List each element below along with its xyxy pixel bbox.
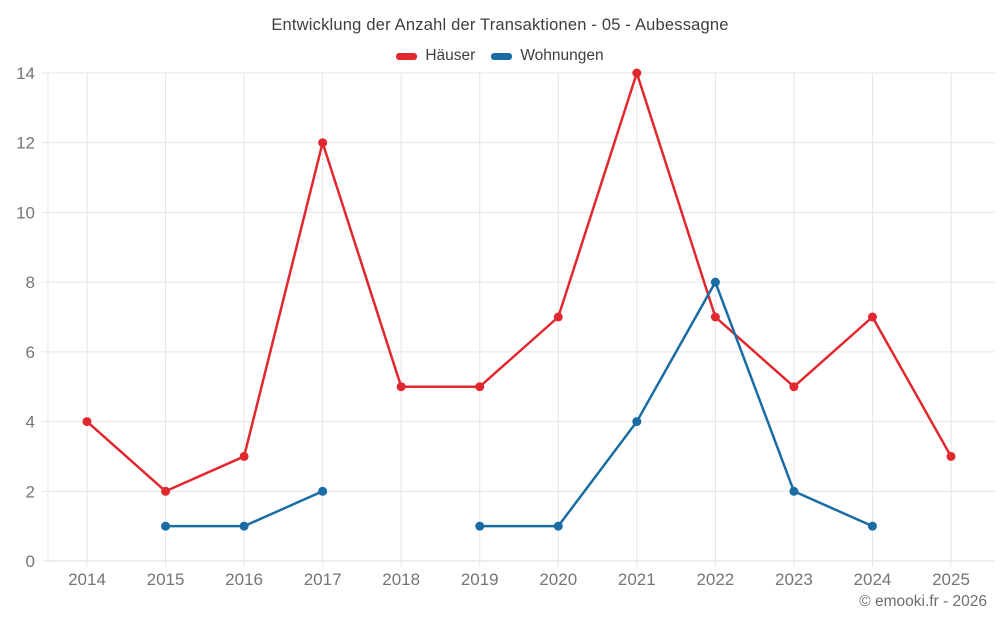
data-point-häuser-2016[interactable] bbox=[239, 451, 249, 461]
data-point-häuser-2024[interactable] bbox=[867, 312, 877, 322]
data-point-wohnungen-2023[interactable] bbox=[789, 486, 799, 496]
wohnungen-series-label: Wohnungen bbox=[520, 47, 604, 64]
data-point-häuser-2023[interactable] bbox=[789, 382, 799, 392]
legend: Häuser Wohnungen bbox=[0, 47, 1000, 65]
copyright: © emooki.fr - 2026 bbox=[859, 593, 987, 610]
data-point-wohnungen-2020[interactable] bbox=[553, 521, 563, 531]
haeuser-series-label: Häuser bbox=[425, 47, 476, 64]
x-axis-label-2020: 2020 bbox=[539, 570, 577, 589]
y-axis-label-14: 14 bbox=[16, 64, 35, 83]
data-point-wohnungen-2024[interactable] bbox=[867, 521, 877, 531]
x-axis-label-2025: 2025 bbox=[932, 570, 970, 589]
x-axis-label-2019: 2019 bbox=[461, 570, 499, 589]
x-axis-label-2024: 2024 bbox=[854, 570, 892, 589]
y-axis-label-4: 4 bbox=[26, 413, 35, 432]
data-point-wohnungen-2017[interactable] bbox=[318, 486, 328, 496]
y-axis-label-0: 0 bbox=[26, 552, 35, 571]
data-point-häuser-2017[interactable] bbox=[318, 138, 328, 148]
y-axis-label-10: 10 bbox=[16, 203, 35, 222]
series-line-wohnungen bbox=[478, 280, 874, 528]
data-point-häuser-2019[interactable] bbox=[475, 382, 485, 392]
data-point-häuser-2020[interactable] bbox=[553, 312, 563, 322]
data-point-häuser-2014[interactable] bbox=[82, 417, 92, 427]
series-line-häuser bbox=[85, 71, 953, 493]
x-axis-label-2023: 2023 bbox=[775, 570, 813, 589]
x-axis-label-2017: 2017 bbox=[304, 570, 342, 589]
y-axis-label-12: 12 bbox=[16, 134, 35, 153]
data-point-wohnungen-2022[interactable] bbox=[710, 277, 720, 287]
x-axis-label-2014: 2014 bbox=[68, 570, 106, 589]
x-axis-label-2022: 2022 bbox=[696, 570, 734, 589]
haeuser-series-swatch bbox=[396, 52, 418, 60]
x-axis-label-2018: 2018 bbox=[382, 570, 420, 589]
data-point-häuser-2022[interactable] bbox=[710, 312, 720, 322]
data-point-wohnungen-2016[interactable] bbox=[239, 521, 249, 531]
wohnungen-series-swatch bbox=[491, 52, 513, 60]
data-point-häuser-2018[interactable] bbox=[396, 382, 406, 392]
y-axis-label-2: 2 bbox=[26, 482, 35, 501]
legend-item-wohnungen[interactable]: Wohnungen bbox=[491, 47, 604, 65]
data-point-wohnungen-2019[interactable] bbox=[475, 521, 485, 531]
chart-title: Entwicklung der Anzahl der Transaktionen… bbox=[271, 16, 729, 34]
x-axis-label-2016: 2016 bbox=[225, 570, 263, 589]
y-axis-label-8: 8 bbox=[26, 273, 35, 292]
y-axis-label-6: 6 bbox=[26, 343, 35, 362]
x-axis-label-2015: 2015 bbox=[147, 570, 185, 589]
data-point-häuser-2025[interactable] bbox=[946, 451, 956, 461]
data-point-wohnungen-2021[interactable] bbox=[632, 417, 642, 427]
data-point-wohnungen-2015[interactable] bbox=[161, 521, 171, 531]
x-axis-label-2021: 2021 bbox=[618, 570, 656, 589]
legend-item-haeuser[interactable]: Häuser bbox=[396, 47, 475, 65]
data-point-häuser-2015[interactable] bbox=[161, 486, 171, 496]
data-point-häuser-2021[interactable] bbox=[632, 68, 642, 78]
